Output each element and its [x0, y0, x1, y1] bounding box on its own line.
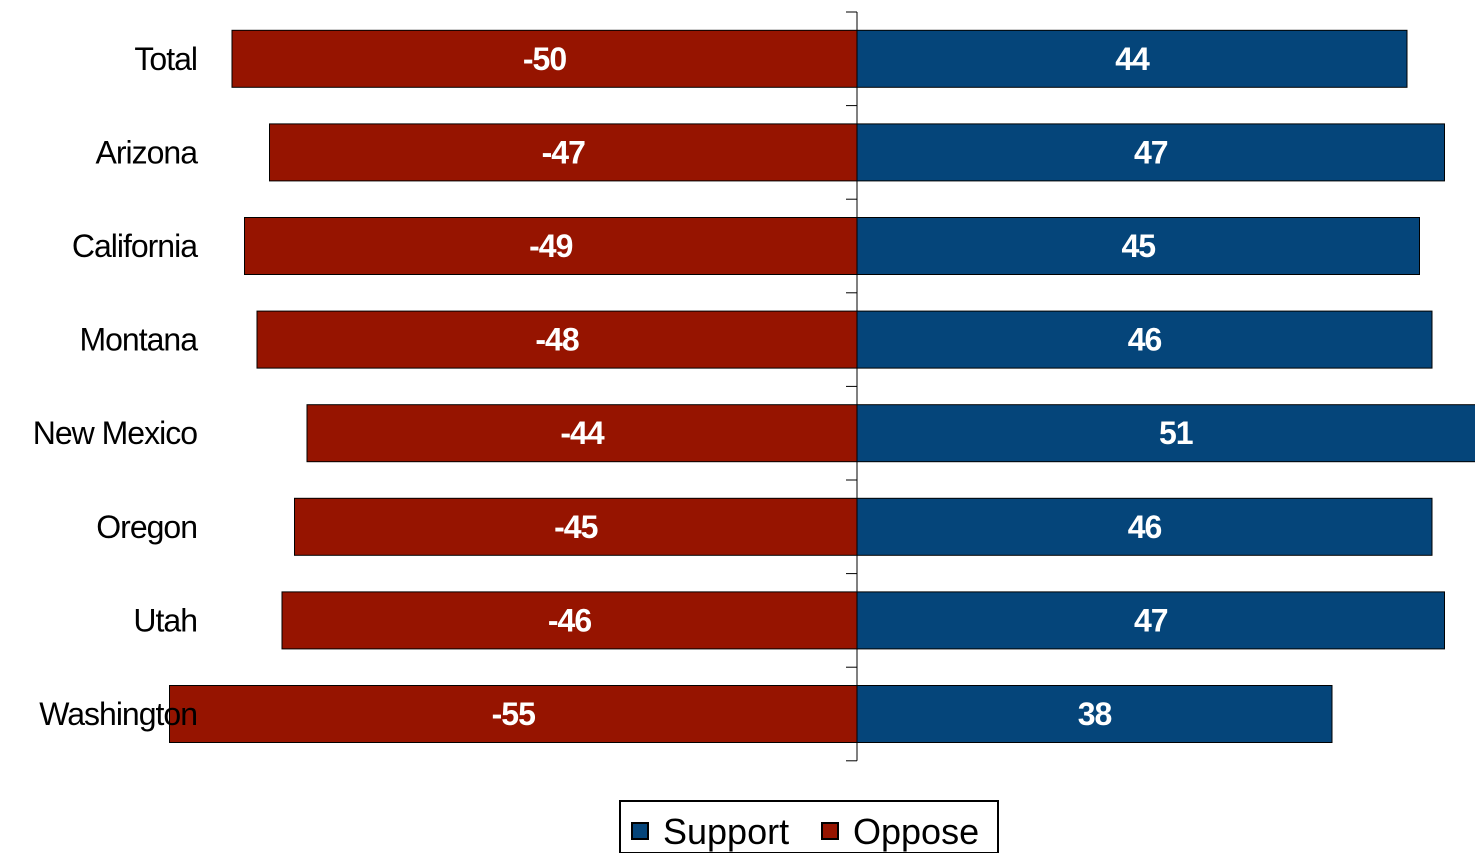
legend: Support Oppose: [619, 800, 999, 853]
category-label-washington: Washington: [39, 696, 197, 732]
value-label-oppose-washington: -55: [492, 696, 535, 732]
category-label-utah: Utah: [133, 602, 197, 638]
center-axis: [846, 11, 858, 762]
legend-swatch-support: [631, 822, 649, 840]
bar-oppose-arizona: [269, 123, 858, 182]
legend-label-support: Support: [663, 811, 789, 852]
legend-label-oppose: Oppose: [853, 811, 979, 852]
legend-box: [619, 800, 999, 853]
bar-support-total: [856, 29, 1408, 88]
value-label-oppose-utah: -46: [548, 602, 591, 638]
value-label-support-new-mexico: 51: [1159, 415, 1193, 451]
bar-oppose-california: [244, 217, 858, 275]
category-label-montana: Montana: [79, 322, 198, 358]
value-label-support-oregon: 46: [1128, 509, 1162, 545]
value-label-support-montana: 46: [1128, 322, 1162, 358]
value-label-oppose-oregon: -45: [554, 509, 597, 545]
value-label-support-washington: 38: [1078, 696, 1112, 732]
bar-oppose-oregon: [294, 497, 858, 556]
value-label-support-arizona: 47: [1134, 134, 1168, 170]
value-label-oppose-arizona: -47: [542, 134, 585, 170]
bar-support-new-mexico: [856, 404, 1475, 463]
category-label-california: California: [72, 228, 198, 264]
bars-group: [169, 29, 1475, 743]
category-labels: Total Arizona California Montana New Mexico O…: [33, 41, 199, 732]
bar-support-montana: [856, 310, 1433, 369]
value-label-oppose-montana: -48: [535, 322, 578, 358]
bar-oppose-montana: [256, 310, 858, 369]
bar-support-arizona: [856, 123, 1445, 182]
bar-support-washington: [856, 685, 1333, 743]
legend-swatch-oppose: [821, 822, 839, 840]
category-label-new-mexico: New Mexico: [33, 415, 197, 451]
bar-oppose-total: [231, 29, 858, 88]
category-label-arizona: Arizona: [96, 134, 199, 170]
value-label-support-utah: 47: [1134, 602, 1168, 638]
value-label-support-california: 45: [1121, 228, 1155, 264]
bar-support-california: [856, 217, 1420, 275]
value-label-oppose-total: -50: [523, 41, 566, 77]
bar-support-utah: [856, 591, 1445, 650]
category-label-total: Total: [134, 41, 197, 77]
bar-oppose-washington: [169, 685, 858, 743]
value-label-oppose-california: -49: [529, 228, 572, 264]
bar-oppose-utah: [281, 591, 858, 650]
value-label-support-total: 44: [1115, 41, 1150, 77]
value-label-oppose-new-mexico: -44: [560, 415, 604, 451]
value-labels: -50 44 -47 47 -49 45 -48 46 -44 51 -45 46 -46 47 -55 38: [492, 41, 1194, 732]
bar-oppose-new-mexico: [306, 404, 858, 463]
category-label-oregon: Oregon: [96, 509, 197, 545]
